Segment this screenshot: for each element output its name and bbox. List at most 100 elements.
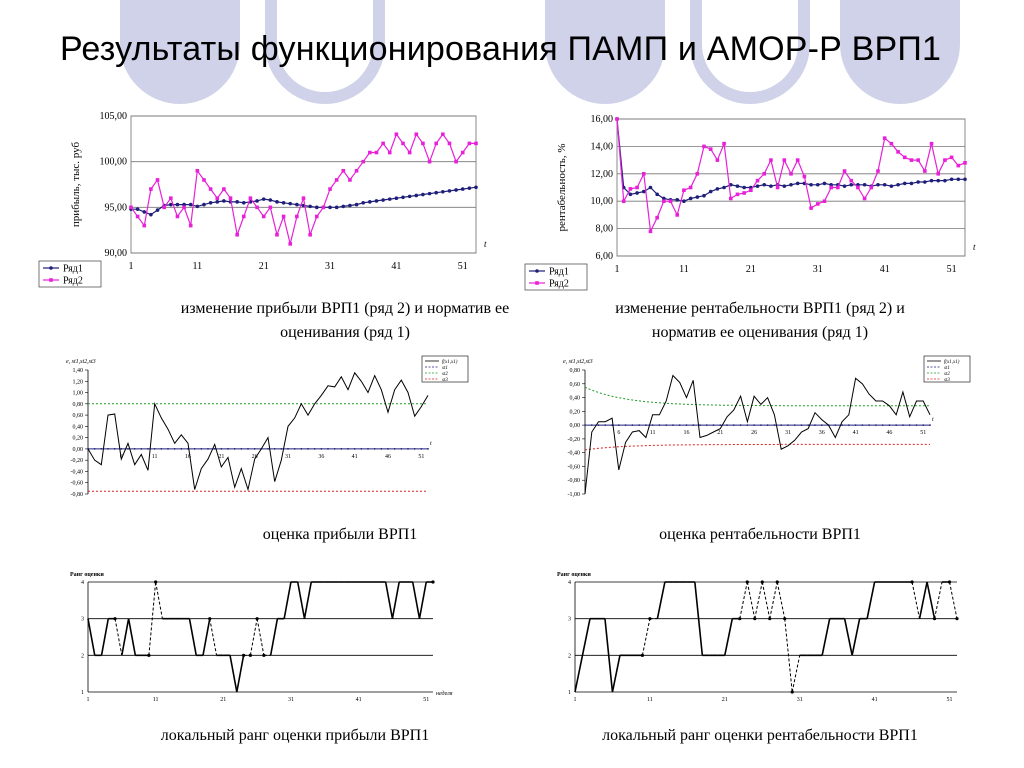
profit_rank-rank-segment <box>229 655 238 693</box>
profit_est-st1-point <box>193 448 196 450</box>
profit-series-1-point <box>328 205 332 210</box>
rent-series-2-point <box>809 206 813 210</box>
rent_rank-rank-segment <box>866 581 876 619</box>
rent-series-2-point <box>675 213 680 217</box>
profit-ytick-label: 105,00 <box>100 111 128 122</box>
profit-series-2-point <box>334 178 339 182</box>
rent_est-st1-point <box>766 424 769 427</box>
rent_est-ytick-label: 0,20 <box>570 409 581 415</box>
caption-profit: изменение прибыли ВРП1 (ряд 2) и нормати… <box>180 300 510 341</box>
profit_est-st1-point <box>180 448 183 450</box>
rent_rank-xtick-label: 31 <box>797 697 803 703</box>
rent-series-2-point <box>963 161 967 165</box>
rent-series-2-point <box>742 191 746 195</box>
profit_est-st1-point <box>247 448 249 450</box>
rent_rank-ytick-label: 2 <box>568 653 571 659</box>
rent-xtick-label: 21 <box>746 264 756 275</box>
profit_est-ytick-label: 0,20 <box>73 436 84 442</box>
rent_est-st1-point <box>922 424 925 427</box>
rent-series-2-point <box>815 202 820 206</box>
rent-series-2-point <box>728 196 733 201</box>
rent-series-1-point <box>842 184 847 188</box>
profit_est-st1-point <box>327 448 329 450</box>
profit-series-2-point <box>195 169 200 173</box>
rent-series-1-point <box>782 184 787 188</box>
profit-series-2-point <box>248 196 253 200</box>
rent_rank-rank-segment <box>656 581 666 619</box>
profit_est-xtick-label: 36 <box>318 454 324 460</box>
profit_rank-rank-segment <box>391 581 400 619</box>
rent-series-1-point <box>896 182 900 187</box>
rent_est-xtick-label: 31 <box>785 430 791 436</box>
rent_est-st1-point <box>604 424 607 427</box>
rent_est-xtick-label: 21 <box>717 430 723 436</box>
caption-profit-rank: локальный ранг оценки прибыли ВРП1 <box>160 727 430 744</box>
profit-series-2-point <box>348 178 352 182</box>
profit_est-xtick-label: 16 <box>185 454 191 460</box>
rent_est-st1-point <box>746 424 749 427</box>
profit_est-xtick-label: 11 <box>152 454 158 460</box>
rent_rank-rank-segment <box>934 581 943 619</box>
profit_rank-xtick-label: 51 <box>423 697 429 703</box>
profit-series-2-point <box>368 150 372 155</box>
profit_rank-rank-segment <box>418 581 428 619</box>
rent_est-line-st2 <box>584 386 930 407</box>
rent-series-2-point <box>789 172 793 176</box>
rent-series-1-point <box>862 182 867 187</box>
profit-series-1-point <box>195 204 200 209</box>
profit_est-ytick-label: 0,80 <box>73 402 84 408</box>
rent-series-2-point <box>662 199 666 203</box>
profit_est-st1-point <box>307 448 309 450</box>
profit_rank-xtick-label: 11 <box>153 697 159 703</box>
profit-series-1-point <box>188 202 193 207</box>
rent-series-2-point <box>668 199 673 203</box>
rent-series-2-point <box>822 199 827 203</box>
rent-ytick-label: 16,00 <box>591 114 614 125</box>
rent-series-1-point <box>909 181 914 186</box>
profit-series-2-point <box>434 141 438 146</box>
profit-series-2-point <box>467 141 472 146</box>
profit-ytick-label: 100,00 <box>100 157 128 168</box>
rent_rank-rank-segment <box>843 618 853 656</box>
profit_rank-rank-segment <box>114 618 123 656</box>
rent_rank-rank-point <box>790 690 794 694</box>
rent-series-2-point <box>641 172 646 176</box>
profit-series-1-point <box>460 187 465 191</box>
rent-series-1-point <box>715 187 720 191</box>
rent_rank-ytick-label: 4 <box>568 580 571 586</box>
profit_est-st1-point <box>333 448 336 450</box>
profit_est-legend-label-st1: st1 <box>442 366 448 371</box>
rent-series-1-point <box>902 181 907 186</box>
rent_est-st1-point <box>617 424 620 427</box>
rent-series-1-point <box>675 198 680 202</box>
rent_rank-rank-segment <box>739 581 748 619</box>
rent-series-2-point <box>802 174 807 179</box>
rent_rank-rank-point <box>648 617 652 621</box>
rent-series-1-point <box>682 199 686 203</box>
rent_est-st1-point <box>814 424 816 427</box>
rent_est-st1-point <box>685 424 688 427</box>
profit-series-2-point <box>155 178 160 182</box>
rent_est-xtick-label: 51 <box>920 430 926 436</box>
profit-series-1-point <box>454 188 458 192</box>
rent_est-st1-point <box>929 424 931 427</box>
profit-series-2-point <box>275 232 279 237</box>
rent_est-st1-point <box>895 424 898 427</box>
profit-series-1-point <box>255 199 259 203</box>
profit-series-1-point <box>295 202 299 207</box>
rent_rank-rank-segment <box>611 655 621 693</box>
rent_est-st1-point <box>624 424 627 427</box>
profit_est-ytick-label: -0,80 <box>71 492 84 498</box>
rent_rank-rank-point <box>947 580 952 584</box>
profit_est-st1-point <box>413 448 416 450</box>
profit-series-1-point <box>414 193 419 198</box>
rent_rank-rank-segment <box>949 581 958 619</box>
profit-series-2-point <box>241 214 246 219</box>
profit-series-2-point <box>162 205 166 210</box>
rent-series-1-point <box>628 192 633 197</box>
profit-xtick-label: 41 <box>391 261 401 272</box>
rent_est-ytick-label: -0,80 <box>568 478 581 484</box>
profit_rank-xlabel: неделя <box>436 690 453 697</box>
rent_rank-rank-point <box>768 617 772 621</box>
profit-series-1-point <box>381 198 385 202</box>
